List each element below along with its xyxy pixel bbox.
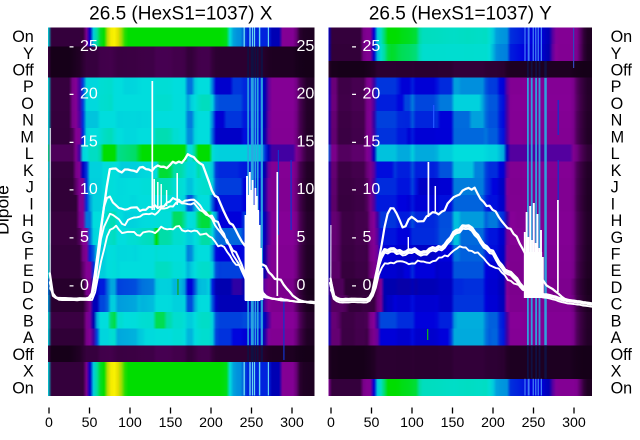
svg-text:-: - (351, 277, 356, 294)
svg-text:K: K (23, 162, 34, 180)
svg-text:X: X (23, 363, 34, 381)
svg-text:-: - (351, 181, 356, 198)
svg-text:On: On (611, 379, 633, 397)
svg-text:L: L (25, 145, 34, 163)
svg-text:Off: Off (611, 346, 633, 364)
svg-text:50: 50 (364, 415, 380, 431)
svg-text:X: X (611, 363, 622, 381)
svg-text:0: 0 (327, 415, 335, 431)
svg-text:150: 150 (159, 415, 183, 431)
svg-text:-: - (69, 133, 74, 150)
svg-text:100: 100 (400, 415, 424, 431)
svg-text:D: D (611, 279, 623, 297)
svg-text:0: 0 (363, 277, 372, 294)
svg-text:A: A (611, 329, 622, 347)
svg-text:10: 10 (80, 181, 98, 198)
svg-text:C: C (611, 296, 623, 314)
svg-text:0: 0 (45, 415, 53, 431)
svg-text:O: O (611, 95, 624, 113)
svg-text:20: 20 (297, 86, 315, 103)
svg-text:E: E (23, 262, 34, 280)
svg-text:A: A (23, 329, 34, 347)
svg-text:Off: Off (611, 62, 633, 80)
svg-text:10: 10 (297, 181, 315, 198)
svg-text:H: H (611, 212, 623, 230)
svg-text:B: B (23, 312, 34, 330)
svg-text:N: N (611, 112, 623, 130)
svg-text:10: 10 (363, 181, 381, 198)
svg-text:I: I (29, 195, 34, 213)
svg-text:J: J (611, 179, 619, 197)
svg-text:Off: Off (13, 346, 35, 364)
svg-text:N: N (22, 112, 34, 130)
svg-text:G: G (611, 229, 624, 247)
svg-text:On: On (12, 28, 34, 46)
svg-text:G: G (21, 229, 34, 247)
svg-text:20: 20 (363, 86, 381, 103)
svg-text:100: 100 (118, 415, 142, 431)
svg-text:150: 150 (441, 415, 465, 431)
svg-text:J: J (26, 179, 34, 197)
svg-text:25: 25 (80, 38, 98, 55)
svg-text:P: P (23, 78, 34, 96)
svg-text:-: - (351, 38, 356, 55)
svg-text:F: F (24, 246, 34, 264)
svg-text:Y: Y (611, 45, 622, 63)
svg-text:200: 200 (199, 415, 223, 431)
svg-text:B: B (611, 312, 622, 330)
svg-text:Y: Y (23, 45, 34, 63)
svg-text:D: D (22, 279, 34, 297)
svg-text:-: - (351, 229, 356, 246)
svg-text:F: F (611, 246, 621, 264)
svg-text:250: 250 (240, 415, 264, 431)
svg-text:-: - (69, 229, 74, 246)
svg-text:K: K (611, 162, 622, 180)
svg-text:5: 5 (363, 229, 372, 246)
svg-text:-: - (69, 181, 74, 198)
svg-text:0: 0 (80, 277, 89, 294)
svg-text:L: L (611, 145, 620, 163)
svg-text:300: 300 (562, 415, 586, 431)
svg-text:15: 15 (363, 133, 381, 150)
svg-text:50: 50 (82, 415, 98, 431)
svg-text:Dipole: Dipole (0, 185, 13, 235)
svg-text:E: E (611, 262, 622, 280)
svg-text:300: 300 (280, 415, 304, 431)
svg-text:15: 15 (80, 133, 98, 150)
svg-text:5: 5 (80, 229, 89, 246)
svg-text:26.5 (HexS1=1037) X: 26.5 (HexS1=1037) X (89, 4, 273, 25)
svg-text:-: - (69, 38, 74, 55)
svg-text:15: 15 (297, 133, 315, 150)
svg-text:20: 20 (80, 86, 98, 103)
svg-text:O: O (21, 95, 34, 113)
svg-text:P: P (611, 78, 622, 96)
svg-text:Off: Off (13, 62, 35, 80)
svg-text:On: On (611, 28, 633, 46)
svg-text:M: M (20, 128, 33, 146)
svg-text:0: 0 (297, 277, 306, 294)
svg-text:On: On (12, 379, 34, 397)
svg-text:26.5 (HexS1=1037) Y: 26.5 (HexS1=1037) Y (369, 4, 552, 25)
svg-text:I: I (611, 195, 616, 213)
svg-text:-: - (351, 86, 356, 103)
svg-text:M: M (611, 128, 624, 146)
svg-text:C: C (22, 296, 34, 314)
svg-text:25: 25 (297, 38, 315, 55)
svg-text:H: H (22, 212, 34, 230)
svg-text:250: 250 (522, 415, 546, 431)
svg-text:-: - (351, 133, 356, 150)
svg-text:-: - (69, 277, 74, 294)
svg-text:25: 25 (363, 38, 381, 55)
svg-text:-: - (69, 86, 74, 103)
svg-text:200: 200 (481, 415, 505, 431)
svg-text:5: 5 (297, 229, 306, 246)
